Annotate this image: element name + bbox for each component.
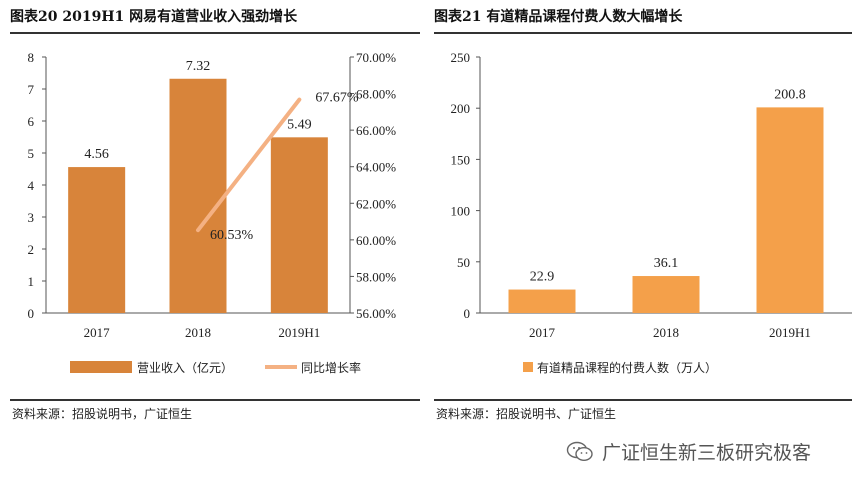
revenue-bar (270, 137, 328, 313)
right-chart-x-category-label: 2019H1 (769, 325, 811, 340)
watermark-text: 广证恒生新三板研究极客 (602, 442, 812, 464)
left-y-tick-label: 8 (28, 50, 35, 65)
revenue-bar (68, 167, 126, 313)
right-chart-title: 图表21 有道精品课程付费人数大幅增长 (434, 9, 683, 25)
right-source-note: 资料来源：招股说明书、广证恒生 (436, 407, 617, 421)
watermark: 广证恒生新三板研究极客 (566, 438, 811, 465)
left-y-tick-label: 3 (28, 210, 35, 225)
right-y-tick-label: 64.00% (356, 160, 396, 175)
right-y-tick-label: 66.00% (356, 123, 396, 138)
right-y-tick-label: 60.00% (356, 233, 396, 248)
revenue-bar-label: 5.49 (287, 117, 312, 132)
x-category-label: 2017 (84, 325, 111, 340)
right-chart-y-tick-label: 50 (457, 255, 470, 270)
left-top-rule (10, 32, 420, 34)
right-chart-y-tick-label: 250 (451, 50, 471, 65)
legend-swatch-revenue (70, 361, 132, 373)
left-y-tick-label: 6 (28, 114, 35, 129)
left-chart-title: 图表20 2019H1 网易有道营业收入强劲增长 (10, 9, 298, 25)
left-y-tick-label: 5 (28, 146, 35, 161)
x-category-label: 2019H1 (278, 325, 320, 340)
paid-users-bar (632, 276, 700, 313)
x-category-label: 2018 (185, 325, 211, 340)
left-y-tick-label: 2 (28, 242, 35, 257)
right-chart-y-tick-label: 200 (451, 101, 471, 116)
revenue-bar (169, 78, 227, 313)
revenue-bar-label: 7.32 (186, 59, 211, 74)
growth-rate-label: 60.53% (210, 228, 254, 243)
legend-label-revenue: 营业收入（亿元） (137, 360, 233, 375)
left-y-tick-label: 1 (28, 274, 35, 289)
legend-label-paid-users: 有道精品课程的付费人数（万人） (537, 360, 717, 375)
left-source-note: 资料来源：招股说明书，广证恒生 (12, 407, 193, 421)
revenue-bar-label: 4.56 (84, 147, 109, 162)
paid-users-bar-label: 200.8 (774, 87, 806, 102)
right-y-tick-label: 68.00% (356, 87, 396, 102)
right-bottom-rule (434, 399, 852, 401)
right-y-tick-label: 58.00% (356, 269, 396, 284)
paid-users-bar (756, 107, 824, 313)
left-y-tick-label: 0 (28, 306, 35, 321)
growth-rate-line (196, 97, 302, 233)
paid-users-bar-label: 36.1 (654, 256, 679, 271)
right-y-tick-label: 56.00% (356, 306, 396, 321)
paid-users-bar (508, 289, 576, 313)
left-bottom-rule (10, 399, 420, 401)
legend-label-growth: 同比增长率 (301, 360, 361, 375)
wechat-icon (566, 441, 593, 461)
right-y-tick-label: 70.00% (356, 50, 396, 65)
right-chart-x-category-label: 2017 (529, 325, 556, 340)
growth-rate-label: 67.67% (315, 91, 359, 106)
right-chart-y-tick-label: 0 (464, 306, 471, 321)
right-chart-x-category-label: 2018 (653, 325, 679, 340)
right-chart-y-tick-label: 100 (451, 204, 471, 219)
right-y-tick-label: 62.00% (356, 196, 396, 211)
right-chart-y-tick-label: 150 (451, 152, 471, 167)
left-y-tick-label: 7 (28, 82, 35, 97)
right-top-rule (434, 32, 852, 34)
legend-swatch-paid-users (523, 362, 533, 372)
paid-users-bar-label: 22.9 (530, 270, 555, 285)
left-y-tick-label: 4 (28, 178, 35, 193)
